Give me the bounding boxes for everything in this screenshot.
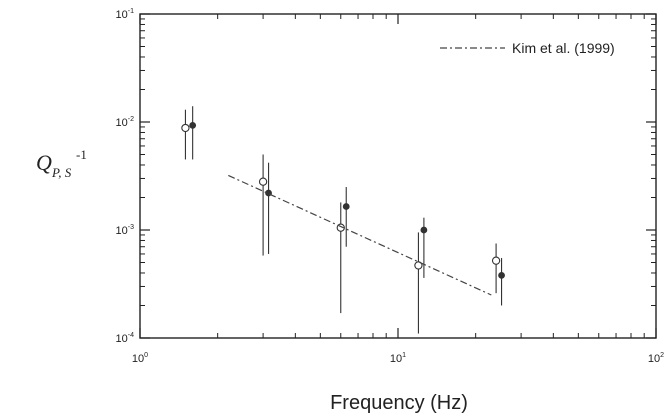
svg-text:Q: Q [36,150,52,175]
y-axis-label: Q P, S -1 [36,147,87,180]
data-point-open [258,177,268,186]
y-tick-label: 10-3 [116,224,135,237]
y-tick-label: 10-4 [116,332,135,345]
data-point-filled [189,122,197,129]
svg-text:-1: -1 [76,147,87,162]
data-point-open [414,261,423,270]
legend-label: Kim et al. (1999) [512,40,615,56]
x-axis-label: Frequency (Hz) [330,392,468,414]
y-tick-label: 10-2 [116,116,135,129]
data-point-open [491,256,501,265]
data-point-filled [342,203,350,210]
data-point-open [181,123,190,133]
fit-line-kim-1999 [228,174,492,296]
plot-frame [139,13,657,339]
x-tick-label: 101 [390,352,406,365]
svg-text:P, S: P, S [51,165,72,180]
data-point-filled [420,226,428,234]
x-tick-label: 100 [132,352,148,365]
y-tick-label: 10-1 [116,8,135,21]
x-tick-label: 102 [648,352,664,365]
data-point-filled [498,271,505,279]
